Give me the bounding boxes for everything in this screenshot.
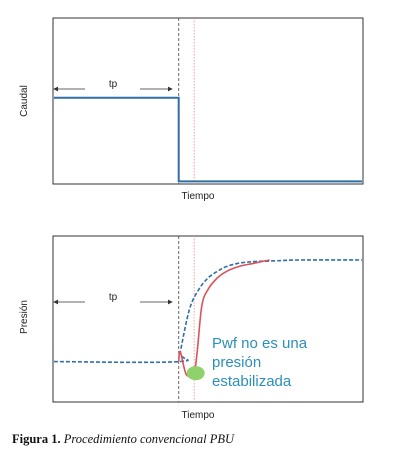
caudal-series-line	[54, 96, 362, 183]
pwf-annotation: Pwf no es una presión estabilizada	[212, 335, 308, 390]
presion-tp-span: tp	[53, 292, 173, 305]
pwf-annotation-line-1: Pwf no es una	[212, 335, 308, 352]
pwf-annotation-line-3: estabilizada	[212, 373, 292, 390]
caudal-x-axis-title: Tiempo	[182, 191, 215, 202]
caudal-y-axis-title: Caudal	[19, 85, 30, 117]
presion-y-axis-title: Presión	[19, 300, 30, 334]
caudal-chart: tp Tiempo Caudal	[19, 17, 364, 202]
pwf-annotation-line-2: presión	[212, 354, 261, 371]
figure-caption-label: Figura 1.	[12, 432, 61, 446]
caudal-tp-label: tp	[109, 79, 118, 90]
caudal-tp-span: tp	[53, 79, 173, 92]
caudal-plot-frame	[52, 17, 364, 185]
presion-tp-label: tp	[109, 292, 118, 303]
figure-caption-text: Procedimiento convencional PBU	[63, 432, 235, 446]
presion-plot-frame	[52, 235, 364, 403]
figure-caption: Figura 1. Procedimiento convencional PBU	[12, 432, 234, 447]
pwf-point-marker	[186, 366, 205, 381]
presion-chart: tp Pwf no es una presión estabilizada Ti…	[19, 235, 364, 421]
presion-x-axis-title: Tiempo	[182, 410, 215, 421]
presion-ideal-curve	[53, 259, 363, 364]
presion-real-curve	[177, 259, 270, 377]
